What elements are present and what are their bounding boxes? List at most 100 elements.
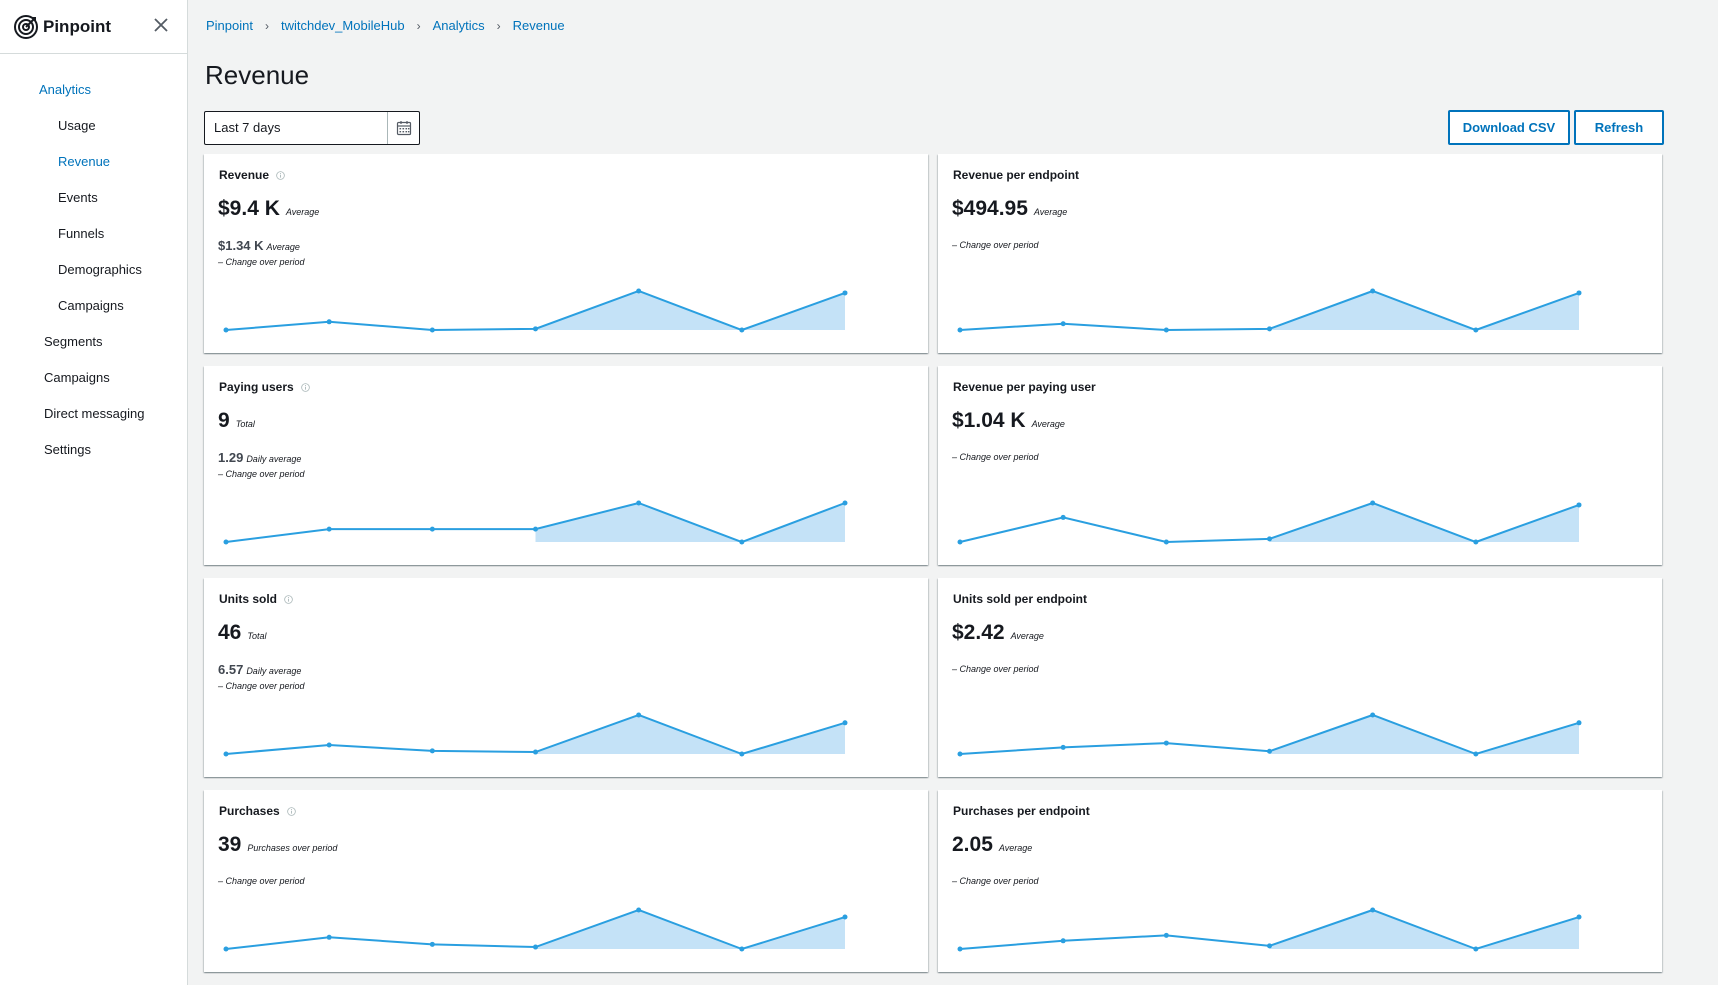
sparkline-point[interactable] (1163, 932, 1169, 938)
sparkline-point[interactable] (326, 742, 332, 748)
sparkline-point[interactable] (1163, 327, 1169, 333)
sidebar-item-campaigns[interactable]: Campaigns (44, 370, 110, 385)
nav-list: Analytics Usage Revenue Events Funnels D… (0, 54, 187, 468)
date-range-value[interactable]: Last 7 days (214, 120, 281, 135)
sidebar-item-settings[interactable]: Settings (44, 442, 91, 457)
sparkline-point[interactable] (1370, 288, 1376, 294)
sparkline-point[interactable] (957, 327, 963, 333)
sidebar-item-direct-messaging[interactable]: Direct messaging (44, 406, 145, 421)
sparkline-point[interactable] (636, 500, 642, 506)
breadcrumb-pinpoint[interactable]: Pinpoint (206, 18, 253, 33)
metric-title: Purchases (219, 804, 296, 818)
sparkline-point[interactable] (636, 712, 642, 718)
sparkline-point[interactable] (739, 539, 745, 545)
sidebar-item-funnels[interactable]: Funnels (58, 226, 105, 241)
sparkline-point[interactable] (842, 500, 848, 506)
metric-secondary-unit: Daily average (246, 454, 302, 464)
sidebar-item-events[interactable]: Events (58, 190, 98, 205)
metric-card: Revenue $9.4 K Average $1.34 K Average – Chan… (204, 154, 928, 353)
change-over-period: – Change over period (952, 664, 1039, 674)
sparkline-point[interactable] (842, 720, 848, 726)
sparkline-point[interactable] (533, 326, 538, 332)
sparkline-point[interactable] (223, 327, 229, 333)
sparkline-point[interactable] (429, 526, 435, 532)
date-range-picker[interactable]: Last 7 days (204, 111, 420, 145)
sparkline-point[interactable] (1267, 943, 1272, 949)
sparkline-point[interactable] (1267, 748, 1272, 754)
sparkline-point[interactable] (842, 290, 848, 296)
metric-title-text: Purchases per endpoint (953, 804, 1090, 818)
sparkline-point[interactable] (1267, 536, 1272, 542)
sparkline-point[interactable] (533, 526, 538, 532)
metric-value: $1.04 K (952, 409, 1026, 432)
sparkline-point[interactable] (1576, 914, 1582, 920)
sidebar-item-segments[interactable]: Segments (44, 334, 103, 349)
sparkline-point[interactable] (429, 748, 435, 754)
sparkline-point[interactable] (1576, 720, 1582, 726)
close-icon[interactable] (152, 16, 170, 34)
chevron-right-icon: › (416, 18, 421, 33)
chevron-right-icon: › (264, 18, 269, 33)
breadcrumb-revenue[interactable]: Revenue (512, 18, 565, 33)
sparkline-point[interactable] (957, 539, 963, 545)
sparkline-point[interactable] (1163, 539, 1169, 545)
sparkline-point[interactable] (223, 946, 229, 952)
sparkline-point[interactable] (1370, 712, 1376, 718)
metric-value: $2.42 (952, 621, 1005, 644)
sidebar-item-analytics[interactable]: Analytics (39, 82, 92, 97)
info-icon[interactable] (276, 170, 285, 180)
sparkline-point[interactable] (1163, 740, 1169, 746)
sparkline-point[interactable] (533, 749, 538, 755)
metric-title: Units sold per endpoint (953, 592, 1087, 606)
sparkline-point[interactable] (1060, 938, 1066, 944)
metric-unit: Total (235, 419, 255, 429)
sparkline-point[interactable] (636, 907, 642, 913)
sparkline-point[interactable] (1576, 290, 1582, 296)
sparkline-point[interactable] (223, 751, 229, 757)
sidebar-item-revenue[interactable]: Revenue (58, 154, 111, 169)
info-icon[interactable] (286, 806, 296, 816)
sidebar-item-demographics[interactable]: Demographics (58, 262, 142, 277)
sparkline-point[interactable] (1473, 946, 1479, 952)
sparkline-point[interactable] (1060, 744, 1066, 750)
sparkline-line (959, 713, 1580, 756)
sparkline-point[interactable] (326, 526, 332, 532)
sparkline-point[interactable] (1267, 326, 1272, 332)
metric-value: 39 (218, 833, 242, 856)
sparkline-point[interactable] (739, 946, 745, 952)
sparkline-point[interactable] (636, 288, 642, 294)
breadcrumb-project[interactable]: twitchdev_MobileHub (280, 18, 405, 33)
sparkline-point[interactable] (1370, 907, 1376, 913)
sidebar-item-usage[interactable]: Usage (58, 118, 96, 133)
sparkline-point[interactable] (842, 914, 848, 920)
sparkline-point[interactable] (1060, 514, 1066, 520)
sparkline-point[interactable] (1473, 539, 1479, 545)
sparkline-point[interactable] (223, 539, 229, 545)
sidebar-item-analytics-campaigns[interactable]: Campaigns (58, 298, 124, 313)
sparkline-point[interactable] (1473, 327, 1479, 333)
sparkline-point[interactable] (1060, 321, 1066, 327)
metric-title: Revenue (219, 168, 285, 182)
sparkline-point[interactable] (957, 946, 963, 952)
sparkline-point[interactable] (957, 751, 963, 757)
download-csv-button[interactable]: Download CSV (1448, 110, 1570, 145)
sparkline-point[interactable] (1576, 502, 1582, 508)
sparkline-point[interactable] (739, 327, 745, 333)
sparkline-chart (223, 288, 848, 333)
breadcrumb-analytics[interactable]: Analytics (432, 18, 485, 33)
metric-title-text: Revenue per endpoint (953, 168, 1080, 182)
sparkline-point[interactable] (533, 944, 538, 950)
refresh-button[interactable]: Refresh (1574, 110, 1664, 145)
calendar-button[interactable] (387, 112, 419, 144)
sparkline-point[interactable] (326, 319, 332, 325)
info-icon[interactable] (300, 382, 310, 392)
metric-value: 2.05 (952, 833, 993, 856)
sparkline-point[interactable] (1473, 751, 1479, 757)
sparkline-point[interactable] (1370, 500, 1376, 506)
sparkline-point[interactable] (326, 934, 332, 940)
sparkline-point[interactable] (739, 751, 745, 757)
info-icon[interactable] (284, 594, 293, 604)
sparkline-point[interactable] (429, 327, 435, 333)
metric-secondary: $1.34 K Average (218, 238, 300, 253)
sparkline-point[interactable] (429, 941, 435, 947)
